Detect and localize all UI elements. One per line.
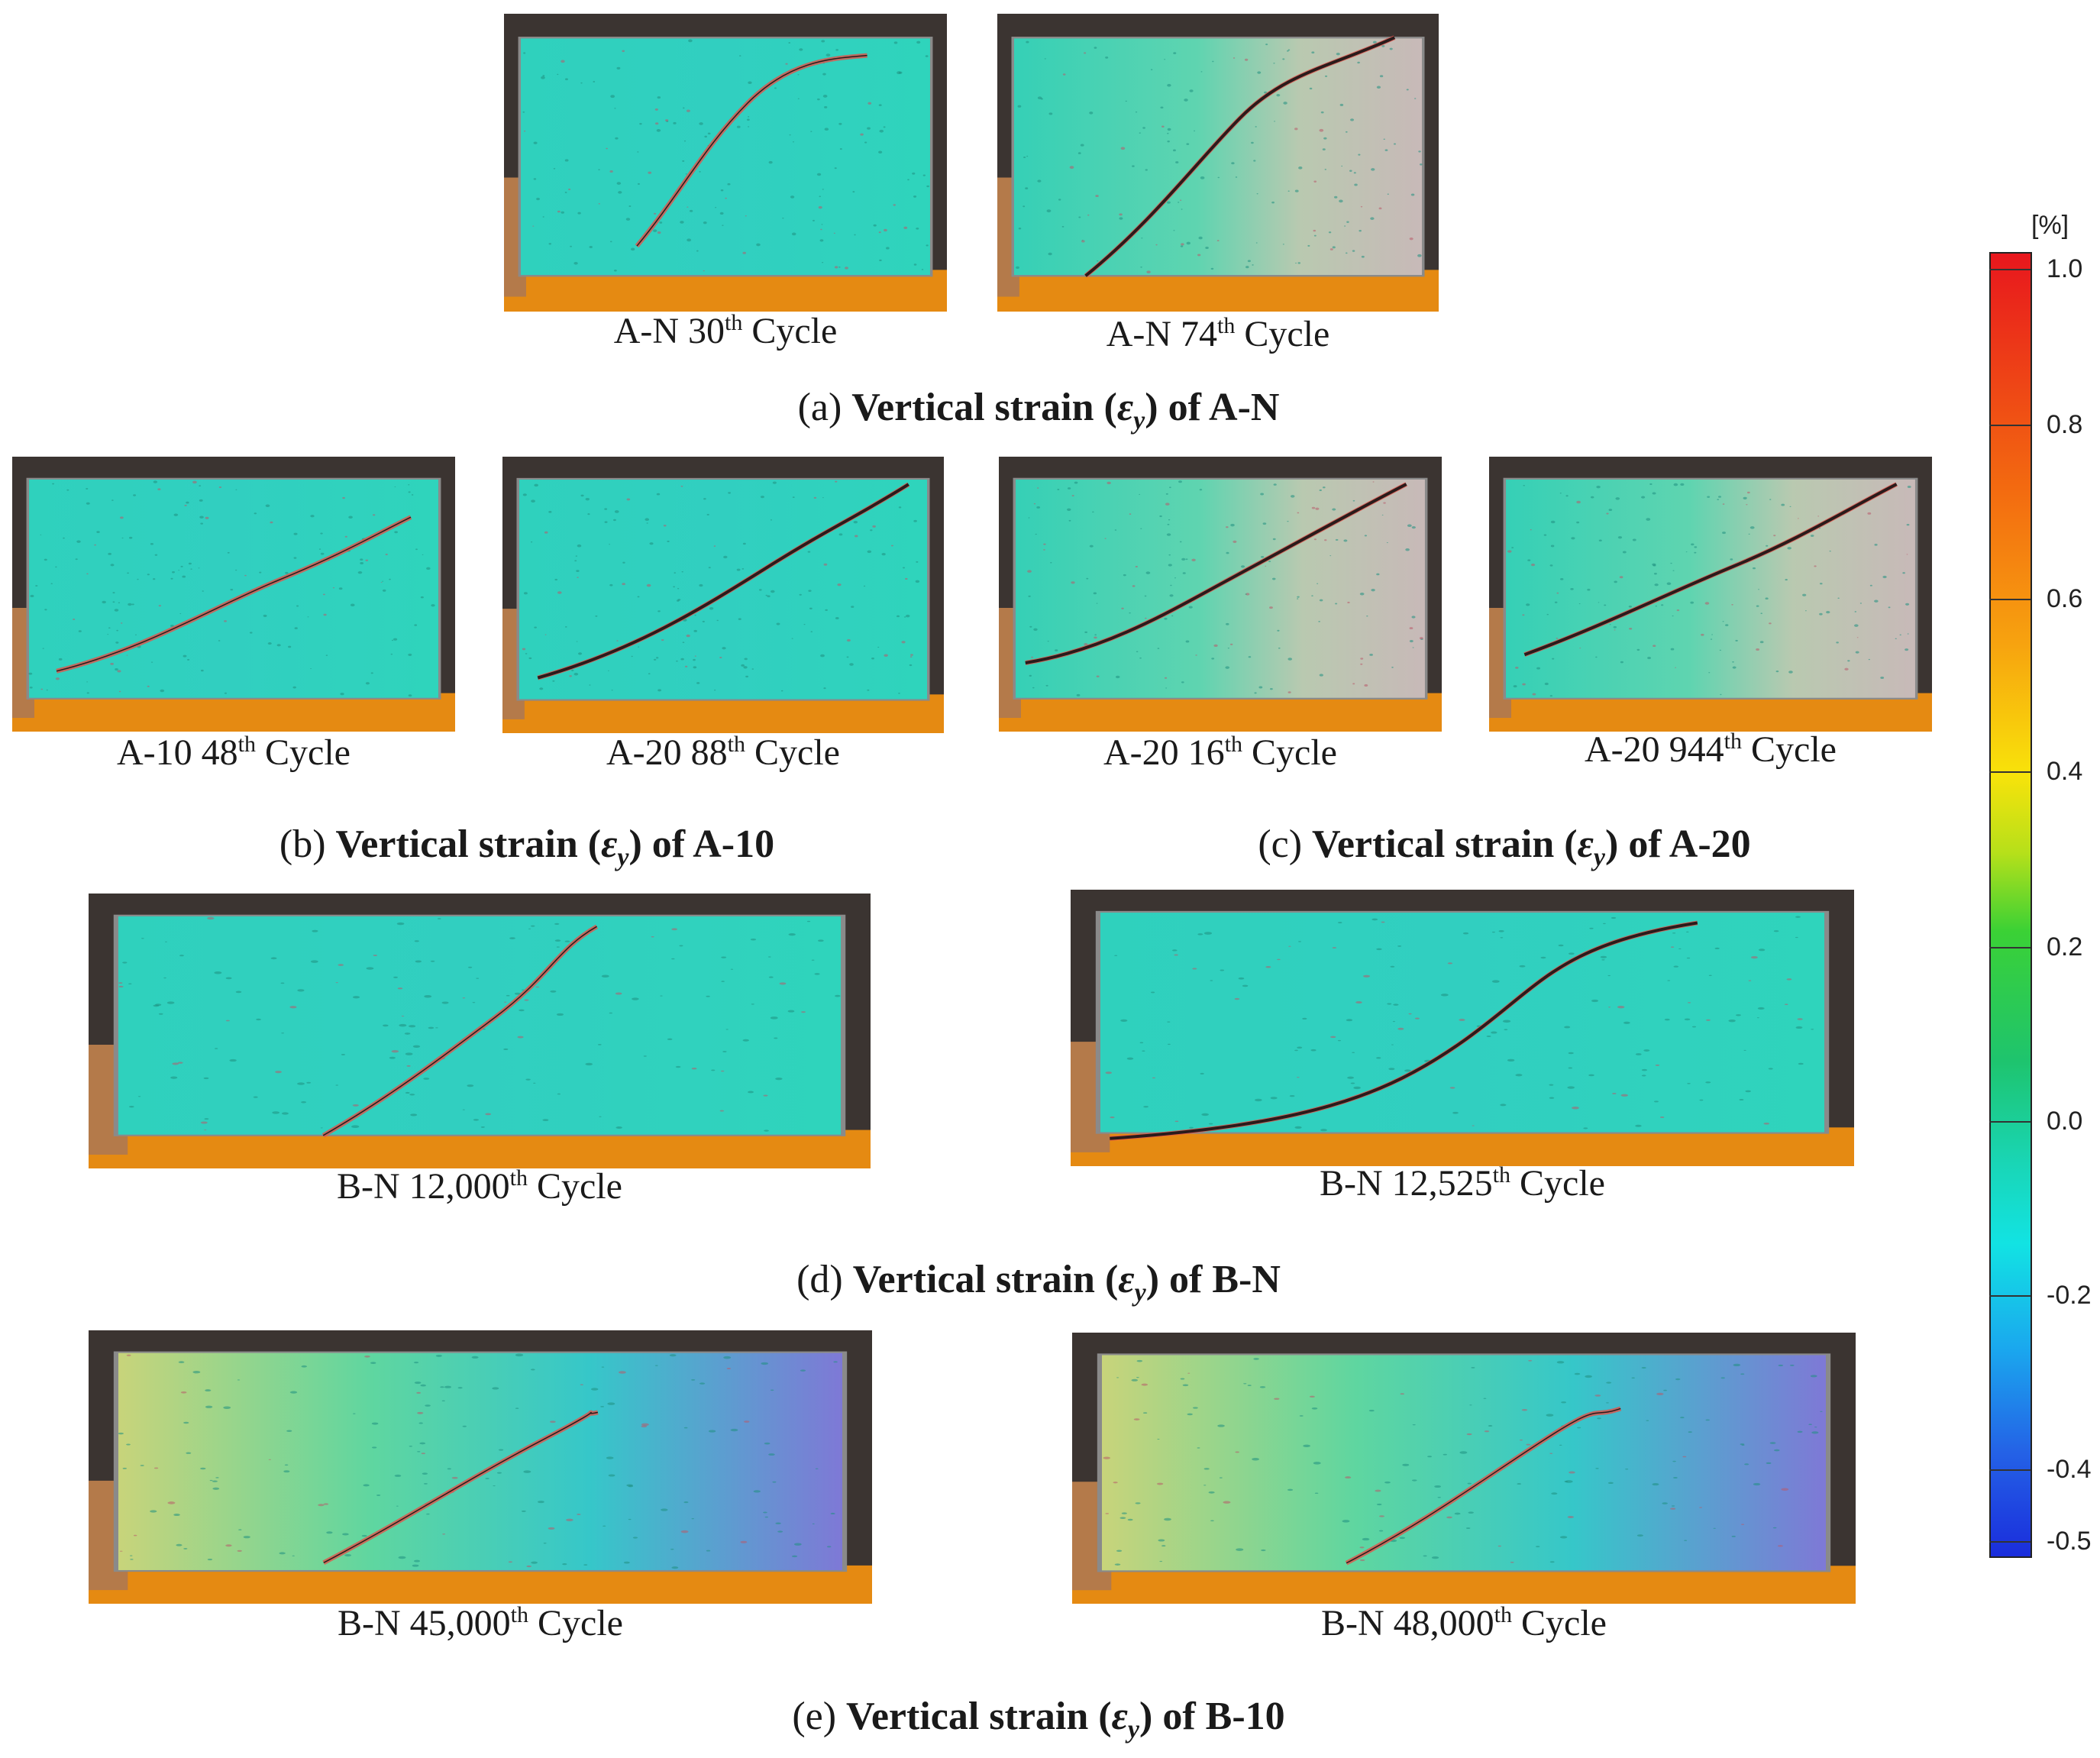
panel-bn-48000 [1072,1333,1856,1604]
subfigure-title-b: (b) Vertical strain (εy) of A-10 [279,822,775,872]
colorbar-tick-mark [1989,269,2031,270]
panel-bn-12525 [1071,890,1854,1166]
panel-a20-944 [1489,457,1932,732]
specimen-image [502,457,944,733]
colorbar-tick-mark [1989,1469,2031,1471]
panel-a10-48 [12,457,455,732]
colorbar [1989,252,2032,1558]
caption-bn-12000: B-N 12,000th Cycle [337,1165,622,1207]
panel-a20-88 [502,457,944,733]
caption-a20-944: A-20 944th Cycle [1585,729,1837,770]
colorbar-tick-label: 0.8 [2047,410,2083,439]
colorbar-tick-label: 1.0 [2047,254,2083,283]
specimen-image [89,894,871,1168]
specimen-image [997,14,1439,312]
specimen-image [89,1330,872,1604]
specimen-image [12,457,455,732]
panel-a-n-30 [504,14,947,312]
specimen-image [1072,1333,1856,1604]
colorbar-tick-mark [1989,599,2031,600]
colorbar-unit: [%] [2031,211,2069,240]
subfigure-title-c: (c) Vertical strain (εy) of A-20 [1258,822,1751,872]
panel-a-n-74 [997,14,1439,312]
caption-bn-45000: B-N 45,000th Cycle [338,1602,623,1643]
colorbar-tick-label: 0.2 [2047,932,2083,961]
colorbar-tick-mark [1989,1541,2031,1543]
colorbar-tick-label: 0.6 [2047,584,2083,613]
colorbar-tick-label: -0.4 [2047,1455,2092,1484]
colorbar-tick-mark [1989,425,2031,426]
colorbar-tick-mark [1989,771,2031,773]
caption-a-n-30: A-N 30th Cycle [613,310,838,351]
panel-bn-12000 [89,894,871,1168]
specimen-image [1489,457,1932,732]
subfigure-title-e: (e) Vertical strain (εy) of B-10 [792,1695,1285,1744]
caption-a20-16: A-20 16th Cycle [1103,732,1337,773]
colorbar-tick-mark [1989,1121,2031,1123]
specimen-image [1071,890,1854,1166]
colorbar-tick-label: -0.2 [2047,1281,2092,1310]
subfigure-title-d: (d) Vertical strain (εy) of B-N [796,1258,1281,1307]
colorbar-tick-label: -0.5 [2047,1527,2092,1556]
panel-bn-45000 [89,1330,872,1604]
colorbar-tick-mark [1989,947,2031,948]
specimen-image [999,457,1442,732]
caption-bn-48000: B-N 48,000th Cycle [1321,1602,1607,1643]
colorbar-tick-label: 0.4 [2047,757,2083,786]
subfigure-title-a: (a) Vertical strain (εy) of A-N [797,386,1280,435]
colorbar-tick-label: 0.0 [2047,1107,2083,1136]
caption-bn-12525: B-N 12,525th Cycle [1320,1162,1605,1204]
caption-a10-48: A-10 48th Cycle [117,732,351,773]
colorbar-tick-mark [1989,1295,2031,1297]
caption-a-n-74: A-N 74th Cycle [1106,313,1330,354]
panel-a20-16 [999,457,1442,732]
caption-a20-88: A-20 88th Cycle [606,732,840,773]
specimen-image [504,14,947,312]
